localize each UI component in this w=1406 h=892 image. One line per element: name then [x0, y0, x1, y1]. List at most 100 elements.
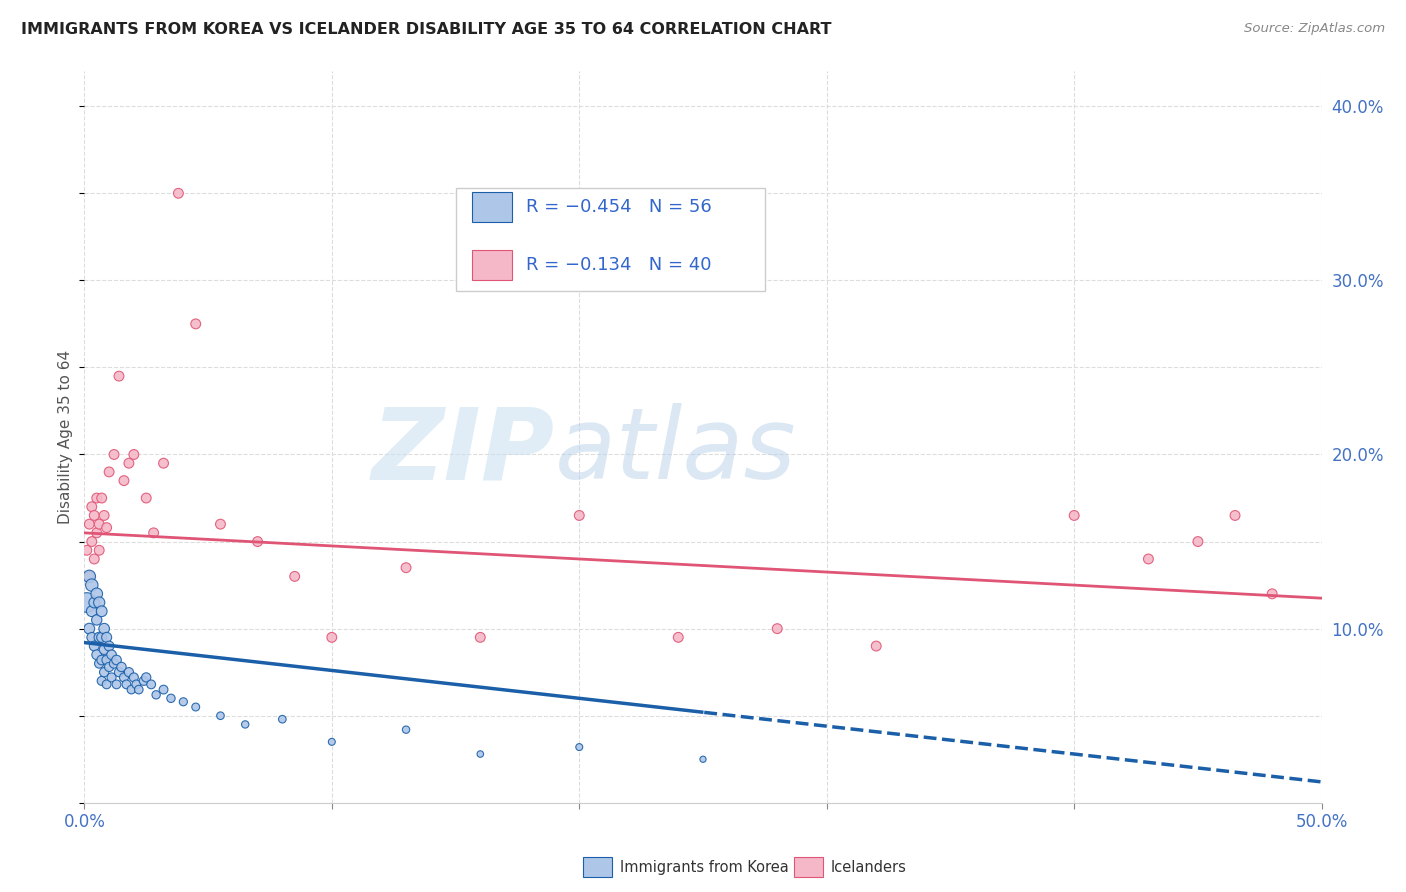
Text: R = −0.454   N = 56: R = −0.454 N = 56: [526, 198, 711, 216]
Point: [93, 622, 115, 636]
Point: [132, 673, 155, 688]
Point: [103, 657, 125, 671]
Point: [115, 677, 138, 691]
Point: [103, 448, 125, 462]
Point: [766, 622, 789, 636]
Point: [98, 639, 121, 653]
Point: [666, 631, 689, 645]
Point: [86, 587, 108, 601]
Point: [271, 712, 294, 726]
Point: [321, 631, 343, 645]
Point: [568, 508, 591, 523]
Point: [79, 569, 101, 583]
Point: [233, 717, 256, 731]
Text: R = −0.134   N = 40: R = −0.134 N = 40: [526, 256, 711, 274]
Point: [692, 752, 714, 766]
Point: [96, 653, 118, 667]
Point: [209, 708, 232, 723]
Point: [1223, 508, 1246, 523]
Point: [80, 631, 103, 645]
Text: atlas: atlas: [554, 403, 796, 500]
Point: [152, 456, 174, 470]
Point: [89, 657, 111, 671]
Point: [152, 682, 174, 697]
Point: [246, 534, 269, 549]
Point: [110, 660, 132, 674]
Point: [90, 491, 112, 505]
Text: Icelanders: Icelanders: [831, 860, 907, 874]
Point: [96, 521, 118, 535]
Point: [100, 648, 122, 662]
Point: [865, 639, 887, 653]
Point: [135, 670, 157, 684]
Point: [93, 665, 115, 680]
Text: Source: ZipAtlas.com: Source: ZipAtlas.com: [1244, 22, 1385, 36]
Point: [83, 552, 105, 566]
Point: [108, 665, 131, 680]
Point: [470, 747, 492, 761]
Point: [89, 543, 111, 558]
Point: [83, 595, 105, 609]
Point: [96, 677, 118, 691]
Point: [108, 369, 131, 384]
Point: [1063, 508, 1085, 523]
Point: [184, 317, 207, 331]
Text: IMMIGRANTS FROM KOREA VS ICELANDER DISABILITY AGE 35 TO 64 CORRELATION CHART: IMMIGRANTS FROM KOREA VS ICELANDER DISAB…: [21, 22, 831, 37]
Point: [83, 639, 105, 653]
Point: [86, 491, 108, 505]
Text: ZIP: ZIP: [371, 403, 554, 500]
Point: [470, 631, 492, 645]
Point: [128, 682, 150, 697]
Point: [80, 604, 103, 618]
Point: [80, 500, 103, 514]
Point: [125, 677, 148, 691]
Point: [86, 648, 108, 662]
Point: [122, 670, 145, 684]
Point: [141, 677, 163, 691]
Point: [395, 560, 418, 574]
Point: [105, 653, 128, 667]
Point: [86, 525, 108, 540]
Point: [1261, 587, 1284, 601]
Y-axis label: Disability Age 35 to 64: Disability Age 35 to 64: [58, 350, 73, 524]
Point: [93, 642, 115, 657]
Point: [79, 569, 101, 583]
Point: [96, 631, 118, 645]
Point: [395, 723, 418, 737]
Point: [120, 682, 142, 697]
Point: [112, 474, 135, 488]
Point: [122, 448, 145, 462]
Point: [568, 740, 591, 755]
Point: [321, 735, 343, 749]
Point: [89, 595, 111, 609]
Point: [90, 631, 112, 645]
Point: [90, 653, 112, 667]
Point: [100, 670, 122, 684]
Point: [76, 543, 98, 558]
Point: [90, 673, 112, 688]
Point: [284, 569, 307, 583]
Point: [1137, 552, 1160, 566]
Point: [86, 613, 108, 627]
Point: [160, 691, 183, 706]
Point: [209, 517, 232, 532]
Point: [79, 622, 101, 636]
Point: [118, 665, 141, 680]
Point: [184, 700, 207, 714]
Point: [90, 604, 112, 618]
Point: [76, 595, 98, 609]
Point: [1187, 534, 1209, 549]
Point: [89, 631, 111, 645]
Point: [142, 525, 165, 540]
Point: [167, 186, 190, 201]
Point: [98, 660, 121, 674]
Point: [145, 688, 167, 702]
Point: [105, 677, 128, 691]
Point: [112, 670, 135, 684]
Point: [79, 517, 101, 532]
Point: [135, 491, 157, 505]
Point: [172, 695, 194, 709]
Point: [98, 465, 121, 479]
Point: [80, 578, 103, 592]
Point: [83, 508, 105, 523]
